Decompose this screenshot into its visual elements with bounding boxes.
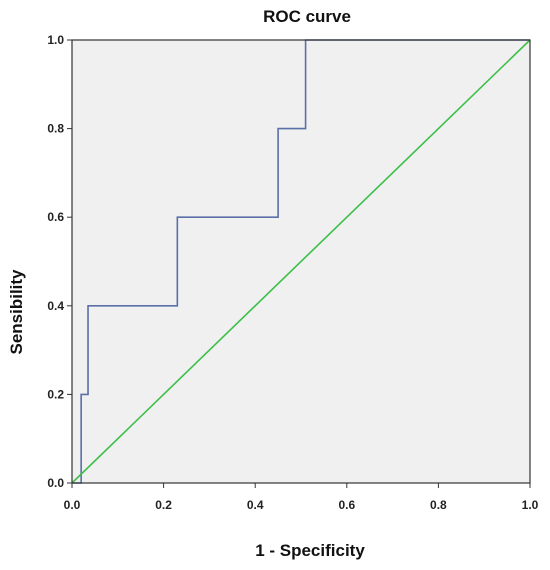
x-tick-label: 1.0 xyxy=(522,498,539,512)
y-tick-label: 1.0 xyxy=(47,33,64,47)
chart-title: ROC curve xyxy=(263,7,351,26)
plot-frame xyxy=(71,39,531,484)
y-tick-label: 0.0 xyxy=(47,476,64,490)
x-tick-label: 0.2 xyxy=(155,498,172,512)
x-tick-label: 0.0 xyxy=(64,498,81,512)
y-tick-label: 0.2 xyxy=(47,387,64,401)
y-tick-label: 0.8 xyxy=(47,122,64,136)
reference-diagonal-line xyxy=(71,39,531,484)
x-tick-label: 0.6 xyxy=(338,498,355,512)
x-tick-label: 0.8 xyxy=(430,498,447,512)
y-tick-label: 0.4 xyxy=(47,299,64,313)
x-tick-label: 0.4 xyxy=(247,498,264,512)
y-axis-label: Sensibility xyxy=(7,269,26,355)
y-tick-label: 0.6 xyxy=(47,210,64,224)
roc-curve-line xyxy=(72,39,530,484)
x-axis-label: 1 - Specificity xyxy=(255,541,365,560)
